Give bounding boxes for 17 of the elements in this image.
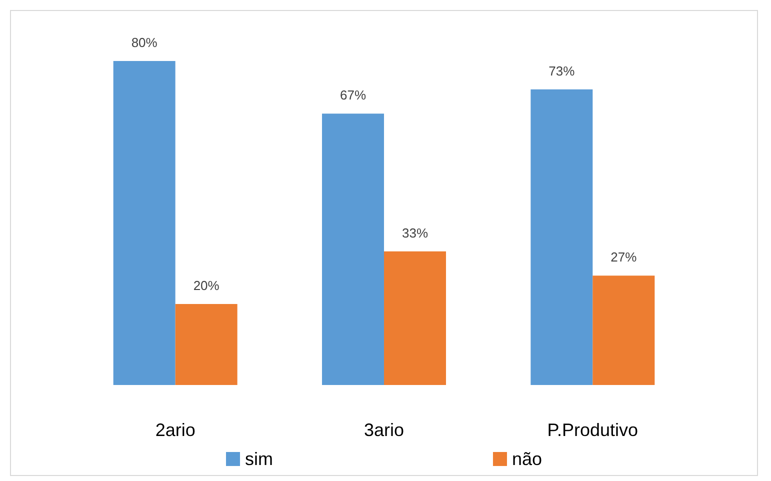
data-label: 80% <box>131 35 158 50</box>
bar <box>384 251 446 385</box>
data-label: 33% <box>402 225 428 240</box>
bar <box>322 114 384 385</box>
x-tick-label: 2ario <box>155 420 196 440</box>
x-tick-label: P.Produtivo <box>547 420 638 440</box>
x-tick-label: 3ario <box>364 420 404 440</box>
bar <box>113 61 176 385</box>
bar <box>530 89 593 385</box>
data-label: 27% <box>610 250 638 265</box>
legend-label: não <box>512 449 542 469</box>
legend-label: sim <box>244 449 273 469</box>
data-label: 67% <box>340 88 366 103</box>
data-label: 73% <box>548 63 576 78</box>
bar <box>592 276 655 385</box>
bar <box>175 304 238 385</box>
data-label: 20% <box>193 278 220 293</box>
